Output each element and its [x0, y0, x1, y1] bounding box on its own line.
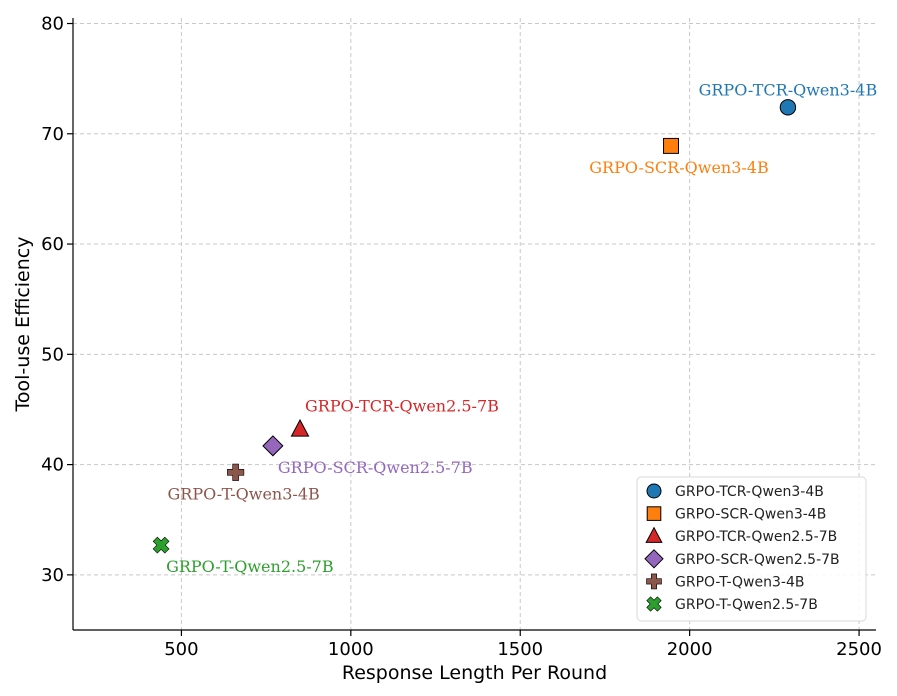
- legend-marker: [646, 573, 662, 590]
- data-point: [663, 137, 679, 154]
- x-tick-label: 1500: [497, 639, 543, 660]
- legend-entry-label: GRPO-SCR-Qwen3-4B: [675, 507, 826, 523]
- legend-entry-label: GRPO-T-Qwen3-4B: [675, 574, 804, 590]
- x-tick-label: 1000: [328, 639, 374, 660]
- legend-entry-label: GRPO-TCR-Qwen3-4B: [675, 484, 824, 500]
- legend-entry-label: GRPO-TCR-Qwen2.5-7B: [675, 529, 837, 545]
- y-tick-label: 70: [41, 124, 64, 145]
- point-label: GRPO-T-Qwen2.5-7B: [166, 557, 334, 576]
- x-tick-label: 2000: [667, 639, 713, 660]
- legend-marker: [646, 596, 662, 612]
- point-labels: GRPO-TCR-Qwen3-4B GRPO-SCR-Qwen3-4B GRPO-T…: [166, 80, 877, 576]
- y-tick-label: 40: [41, 455, 64, 476]
- point-label: GRPO-TCR-Qwen3-4B: [699, 80, 878, 99]
- legend-marker: [645, 526, 663, 543]
- data-point: [227, 463, 245, 481]
- data-points: [152, 99, 797, 554]
- x-tick-label: 500: [164, 639, 198, 660]
- point-label: GRPO-T-Qwen3-4B: [168, 484, 320, 503]
- x-axis-label: Response Length Per Round: [342, 662, 607, 684]
- point-label: GRPO-TCR-Qwen2.5-7B: [305, 396, 499, 415]
- y-tick-label: 30: [41, 565, 64, 586]
- y-tick-label: 80: [41, 14, 64, 35]
- y-tick-label: 60: [41, 234, 64, 255]
- legend-entry-label: GRPO-T-Qwen2.5-7B: [675, 597, 818, 613]
- grid-lines: [73, 18, 876, 630]
- x-tick-label: 2500: [836, 639, 882, 660]
- legend-box: [636, 476, 867, 622]
- point-label: GRPO-SCR-Qwen2.5-7B: [278, 458, 473, 477]
- legend-marker: [644, 549, 664, 569]
- legend-marker: [646, 483, 662, 499]
- legend-entry-label: GRPO-SCR-Qwen2.5-7B: [675, 552, 840, 568]
- data-point: [779, 99, 797, 116]
- data-point: [262, 435, 284, 457]
- legend-marker: [646, 506, 662, 521]
- y-tick-label: 50: [41, 344, 64, 365]
- legend: GRPO-TCR-Qwen3-4B GRPO-SCR-Qwen3-4B GRPO-T…: [636, 476, 867, 622]
- point-label: GRPO-SCR-Qwen3-4B: [589, 158, 768, 177]
- axes: 500 1000 1500 2000 2500 30 40 50 60 70 80: [41, 14, 882, 660]
- data-point: [152, 536, 170, 554]
- data-point: [290, 418, 310, 437]
- y-axis-label: Tool-use Efficiency: [12, 237, 34, 413]
